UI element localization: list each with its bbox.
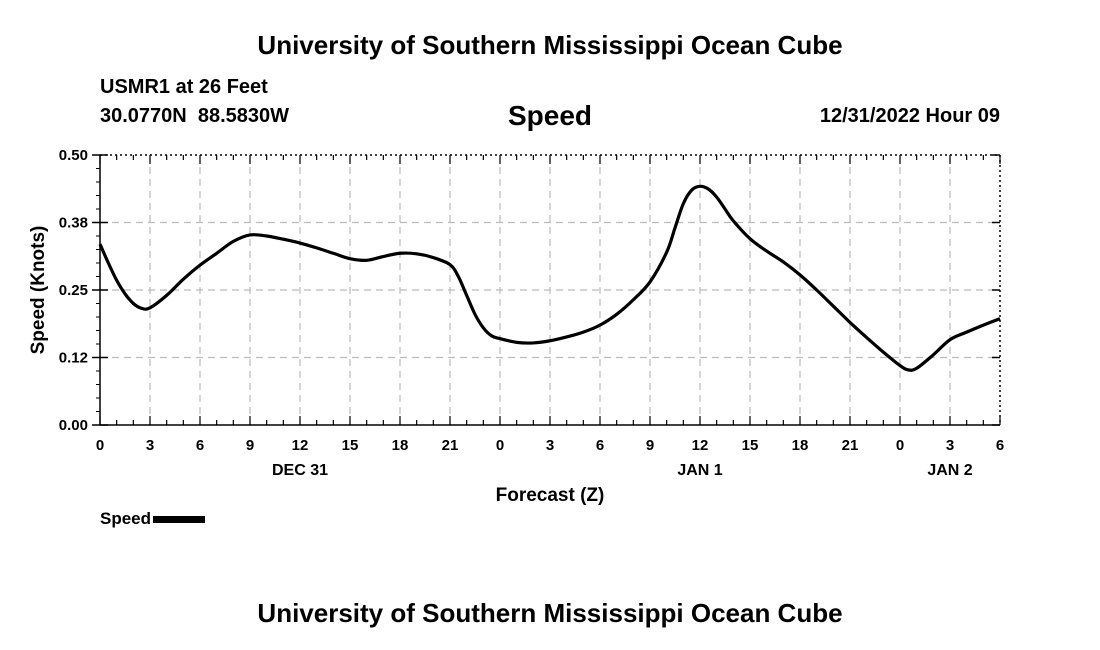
x-tick-label: 12	[292, 437, 309, 454]
x-tick-label: 3	[546, 437, 554, 454]
station-coordinates: 30.0770N 88.5830W	[100, 105, 290, 127]
x-tick-label: 12	[692, 437, 709, 454]
series-line-speed	[98, 184, 1001, 372]
speed-chart: 0.00 0.12 0.25 0.38 0.50 0 3 6 9 12 15 18 21 0 3 6 9 12 15…	[28, 147, 1004, 506]
page-title: University of Southern Mississippi Ocean…	[257, 30, 843, 60]
legend-label: Speed	[100, 509, 152, 528]
x-tick-label: 0	[496, 437, 504, 454]
x-tick-label: 3	[946, 437, 954, 454]
x-tick-label: 18	[392, 437, 409, 454]
x-tick-label: 6	[996, 437, 1004, 454]
x-tick-label: 3	[146, 437, 154, 454]
date-label: JAN 1	[677, 462, 722, 479]
x-tick-label: 6	[596, 437, 604, 454]
x-tick-label: 0	[896, 437, 904, 454]
x-tick-label: 9	[646, 437, 654, 454]
date-label: JAN 2	[927, 462, 972, 479]
legend-swatch	[153, 516, 206, 524]
y-tick-label: 0.25	[59, 282, 88, 299]
y-axis-label: Speed (Knots)	[28, 226, 49, 355]
chart-legend: Speed	[100, 509, 206, 529]
x-tick-label: 9	[246, 437, 254, 454]
y-tick-label: 0.38	[59, 215, 88, 232]
x-axis-label: Forecast (Z)	[496, 485, 605, 506]
y-tick-label: 0.12	[59, 350, 88, 367]
x-tick-label: 21	[842, 437, 859, 454]
date-label: DEC 31	[272, 462, 328, 479]
footer-title: University of Southern Mississippi Ocean…	[257, 598, 843, 628]
x-tick-label: 0	[96, 437, 104, 454]
station-label: USMR1 at 26 Feet	[100, 76, 268, 98]
x-tick-label: 15	[742, 437, 759, 454]
chart-title: Speed	[507, 100, 593, 131]
x-tick-label: 6	[196, 437, 204, 454]
x-tick-label: 21	[442, 437, 459, 454]
forecast-datetime: 12/31/2022 Hour 09	[819, 105, 1000, 127]
x-tick-label: 18	[792, 437, 809, 454]
y-tick-label: 0.00	[59, 417, 88, 434]
y-tick-label: 0.50	[59, 147, 88, 164]
x-tick-label: 15	[342, 437, 359, 454]
